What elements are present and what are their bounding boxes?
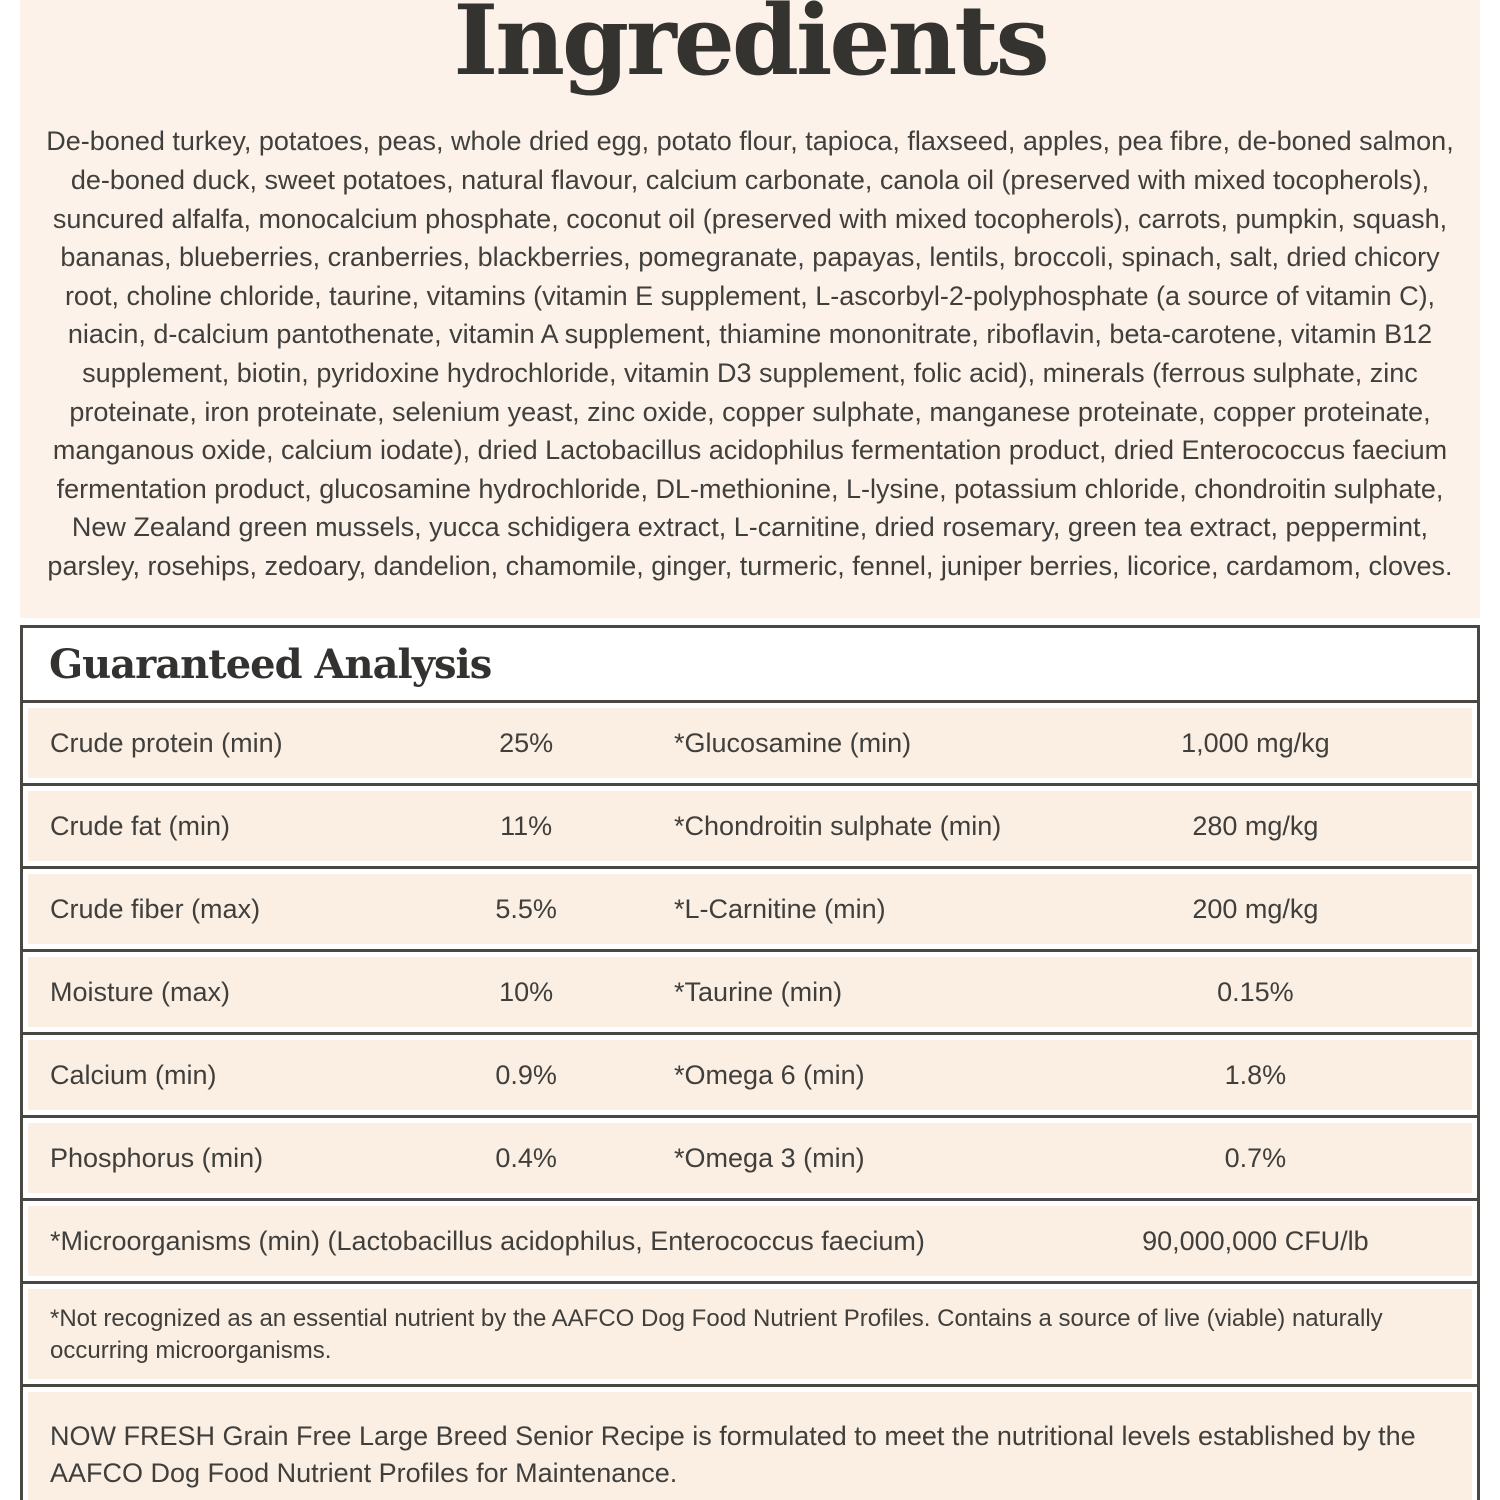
microorganisms-row: *Microorganisms (min) (Lactobacillus aci…: [23, 1198, 1477, 1281]
nutrient-label: Crude fat (min): [50, 810, 231, 841]
nutrient-label: Moisture (max): [50, 976, 231, 1007]
guaranteed-analysis-table: Guaranteed Analysis Crude protein (min) …: [20, 625, 1480, 1500]
nutrient-label: Crude fiber (max): [50, 893, 261, 924]
nutrient-value: 90,000,000 CFU/lb: [1142, 1225, 1369, 1256]
table-row: Crude protein (min) 25% *Glucosamine (mi…: [23, 700, 1477, 783]
nutrient-label: *Taurine (min): [674, 976, 843, 1007]
footnote-row: *Not recognized as an essential nutrient…: [23, 1281, 1477, 1384]
nutrient-label: Crude protein (min): [50, 727, 283, 758]
nutrient-value: 280 mg/kg: [1192, 810, 1319, 841]
aafco-statement: NOW FRESH Grain Free Large Breed Senior …: [28, 1392, 1472, 1500]
table-row: Moisture (max) 10% *Taurine (min) 0.15%: [23, 949, 1477, 1032]
table-row: Calcium (min) 0.9% *Omega 6 (min) 1.8%: [23, 1032, 1477, 1115]
nutrient-value: 11%: [500, 810, 553, 841]
nutrient-label: Calcium (min): [50, 1059, 217, 1090]
ingredients-list-text: De-boned turkey, potatoes, peas, whole d…: [46, 126, 1454, 581]
nutrient-label: *Glucosamine (min): [674, 727, 912, 758]
aafco-footnote: *Not recognized as an essential nutrient…: [28, 1289, 1472, 1379]
nutrient-label: *Omega 6 (min): [674, 1059, 865, 1090]
nutrient-label: *Chondroitin sulphate (min): [674, 810, 1002, 841]
table-row: Crude fiber (max) 5.5% *L-Carnitine (min…: [23, 866, 1477, 949]
nutrient-value: 10%: [499, 976, 554, 1007]
nutrient-label: Phosphorus (min): [50, 1142, 264, 1173]
table-row: Crude fat (min) 11% *Chondroitin sulphat…: [23, 783, 1477, 866]
guaranteed-analysis-heading: Guaranteed Analysis: [49, 640, 492, 688]
ingredients-title: Ingredients: [453, 0, 1049, 97]
guaranteed-analysis-header: Guaranteed Analysis: [23, 628, 1477, 700]
nutrient-value: 1,000 mg/kg: [1181, 727, 1330, 758]
nutrient-value: 0.7%: [1224, 1142, 1287, 1173]
nutrient-value: 25%: [499, 727, 554, 758]
nutrient-value: 0.9%: [495, 1059, 557, 1090]
nutrient-label: *L-Carnitine (min): [674, 893, 886, 924]
nutrient-value: 1.8%: [1224, 1059, 1287, 1090]
nutrient-label: *Omega 3 (min): [674, 1142, 865, 1173]
nutrient-value: 0.15%: [1217, 976, 1294, 1007]
nutrient-value: 5.5%: [495, 893, 557, 924]
nutrient-label: *Microorganisms (min) (Lactobacillus aci…: [50, 1225, 925, 1256]
ingredients-panel: Ingredients De-boned turkey, potatoes, p…: [20, 0, 1480, 618]
nutrient-value: 200 mg/kg: [1192, 893, 1319, 924]
nutrient-value: 0.4%: [495, 1142, 557, 1173]
statement-row: NOW FRESH Grain Free Large Breed Senior …: [23, 1384, 1477, 1500]
table-row: Phosphorus (min) 0.4% *Omega 3 (min) 0.7…: [23, 1115, 1477, 1198]
